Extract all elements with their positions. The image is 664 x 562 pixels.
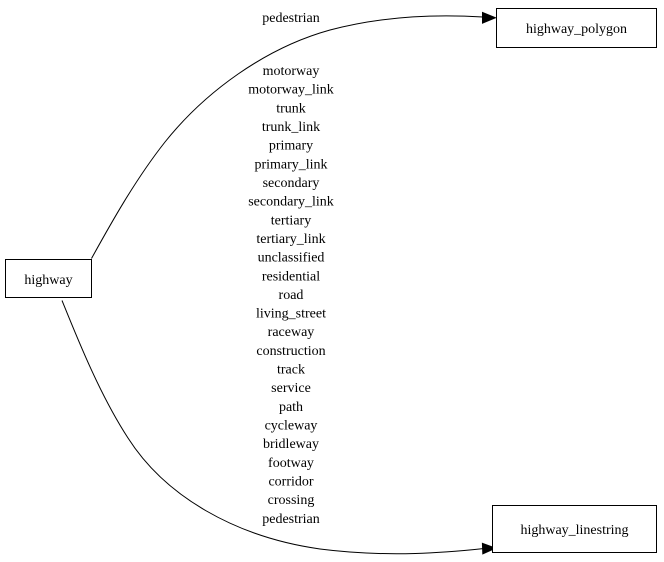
edge-label-footway: footway [268,456,314,471]
edge-label-group-upper: pedestrian [262,11,320,26]
edge-label-primary-link: primary_link [254,157,327,172]
edge-label-pedestrian-upper: pedestrian [262,11,320,26]
edge-label-tertiary-link: tertiary_link [256,232,325,247]
edge-label-trunk-link: trunk_link [262,120,320,135]
edge-label-tertiary: tertiary [271,213,311,228]
edge-label-motorway: motorway [263,64,320,79]
edge-label-crossing: crossing [268,493,315,508]
edge-label-living-street: living_street [256,307,326,322]
edge-label-cycleway: cycleway [265,419,318,434]
edge-label-road: road [279,288,304,303]
arrowhead-upper [482,11,497,24]
arrowhead-lower [481,542,497,555]
edge-label-path: path [279,400,303,415]
node-highway-polygon-label: highway_polygon [526,22,627,37]
edge-label-motorway-link: motorway_link [248,83,334,98]
node-highway-polygon[interactable]: highway_polygon [496,8,657,48]
node-highway-linestring-label: highway_linestring [520,523,628,538]
node-highway[interactable]: highway [5,259,92,298]
edge-label-track: track [277,363,305,378]
edge-label-corridor: corridor [268,475,313,490]
edge-label-raceway: raceway [268,325,315,340]
edge-path-upper [91,15,484,259]
edge-highway-to-highway-polygon[interactable] [91,11,497,259]
edge-label-residential: residential [262,269,320,284]
edge-path-lower [61,300,484,555]
node-highway-linestring-box [492,505,657,553]
edge-label-unclassified: unclassified [258,251,325,266]
edge-label-service: service [271,381,311,396]
edge-label-construction: construction [256,344,325,359]
edge-label-trunk: trunk [276,101,306,116]
node-highway-label: highway [24,273,72,288]
edge-label-secondary-link: secondary_link [248,195,334,210]
edge-label-primary: primary [269,139,313,154]
node-highway-linestring[interactable]: highway_linestring [492,505,657,553]
edge-label-secondary: secondary [263,176,320,191]
node-highway-polygon-box [496,8,657,48]
edge-highway-to-highway-linestring[interactable] [61,300,497,555]
node-highway-box [5,259,92,298]
edge-label-pedestrian: pedestrian [262,512,320,527]
edge-label-bridleway: bridleway [263,437,319,452]
